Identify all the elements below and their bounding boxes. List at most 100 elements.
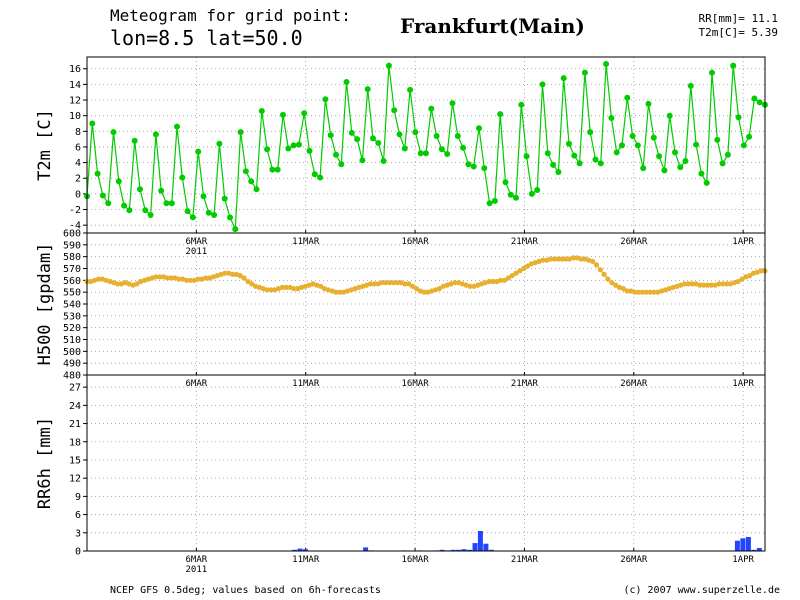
h500-point bbox=[628, 288, 634, 294]
h500-point bbox=[275, 286, 282, 292]
h500-point bbox=[651, 289, 657, 295]
h500-point bbox=[153, 274, 159, 280]
rr6h-xtick-label: 6MAR bbox=[186, 555, 208, 565]
rr6h-bar bbox=[751, 549, 757, 551]
t2m-point bbox=[714, 136, 721, 143]
h500-point bbox=[509, 273, 515, 279]
t2m-point bbox=[290, 142, 297, 149]
h500-point bbox=[747, 273, 753, 279]
rr6h-bar bbox=[745, 537, 751, 551]
t2m-point bbox=[539, 81, 546, 88]
t2m-point bbox=[724, 151, 731, 158]
h500-point bbox=[230, 271, 236, 277]
rr6h-xtick-label: 21MAR bbox=[511, 555, 539, 565]
h500-point bbox=[402, 281, 408, 287]
t2m-point bbox=[619, 142, 625, 149]
t2m-point bbox=[677, 164, 684, 171]
h500-point bbox=[540, 257, 546, 263]
h500-point bbox=[413, 286, 419, 292]
rr6h-xtick-label: 16MAR bbox=[402, 555, 430, 565]
h500-point bbox=[302, 283, 308, 289]
t2m-point bbox=[746, 133, 753, 140]
h500-point bbox=[364, 282, 370, 288]
header-grid-point: lon=8.5 lat=50.0 bbox=[110, 26, 303, 50]
rr6h-bar bbox=[461, 549, 467, 551]
t2m-point bbox=[560, 75, 567, 82]
h500-point bbox=[758, 268, 764, 274]
t2m-point bbox=[333, 151, 339, 158]
h500-point bbox=[593, 262, 600, 268]
t2m-point bbox=[476, 125, 482, 132]
t2m-point bbox=[502, 179, 509, 186]
h500-point bbox=[609, 280, 615, 286]
t2m-point bbox=[454, 133, 461, 139]
t2m-ytick-label: 8 bbox=[75, 127, 81, 138]
t2m-ytick-label: 14 bbox=[69, 80, 81, 91]
h500-ytick-label: 500 bbox=[63, 347, 81, 358]
rr6h-bar bbox=[483, 543, 489, 551]
h500-point bbox=[647, 289, 653, 295]
t2m-point bbox=[274, 166, 281, 173]
t2m-point bbox=[94, 170, 101, 177]
h500-point bbox=[291, 286, 297, 292]
h500-point bbox=[559, 256, 565, 262]
t2m-ytick-label: 16 bbox=[69, 64, 81, 75]
h500-ytick-label: 520 bbox=[63, 323, 81, 334]
t2m-point bbox=[121, 202, 128, 209]
t2m-ytick-label: 12 bbox=[69, 96, 81, 107]
rr6h-bar bbox=[734, 540, 740, 551]
h500-ylabel: H500 [gpdam] bbox=[35, 243, 55, 366]
t2m-point bbox=[158, 187, 165, 194]
h500-ytick-label: 580 bbox=[63, 252, 81, 263]
rr6h-bar bbox=[303, 549, 308, 551]
t2m-point bbox=[740, 142, 747, 149]
t2m-point bbox=[327, 132, 334, 139]
h500-point bbox=[578, 256, 584, 262]
h500-point bbox=[605, 276, 611, 282]
h500-point bbox=[555, 256, 561, 262]
h500-point bbox=[184, 277, 190, 283]
t2m-point bbox=[152, 131, 159, 138]
footer-source: NCEP GFS 0.5deg; values based on 6h-fore… bbox=[110, 585, 381, 596]
t2m-point bbox=[110, 129, 117, 136]
t2m-point bbox=[497, 111, 504, 118]
h500-point bbox=[517, 268, 523, 274]
h500-point bbox=[341, 289, 347, 295]
h500-point bbox=[682, 281, 688, 287]
h500-point bbox=[597, 267, 603, 273]
rr6h-bar bbox=[488, 549, 494, 551]
h500-point bbox=[498, 277, 504, 283]
t2m-point bbox=[232, 226, 239, 233]
rr6h-panel-frame bbox=[86, 374, 766, 552]
t2m-point bbox=[438, 146, 445, 153]
h500-point bbox=[379, 280, 385, 286]
t2m-point bbox=[295, 141, 302, 148]
h500-point bbox=[501, 277, 508, 283]
t2m-point bbox=[163, 200, 170, 207]
t2m-point bbox=[311, 171, 318, 178]
h500-point bbox=[410, 283, 416, 289]
rr6h-bar bbox=[439, 549, 445, 551]
h500-point bbox=[222, 270, 228, 276]
h500-point bbox=[486, 278, 492, 285]
h500-point bbox=[452, 280, 458, 286]
t2m-point bbox=[380, 158, 387, 164]
t2m-point bbox=[89, 120, 96, 127]
h500-point bbox=[88, 278, 94, 285]
h500-point bbox=[367, 281, 374, 287]
h500-point bbox=[678, 282, 684, 288]
t2m-point bbox=[687, 82, 694, 89]
t2m-point bbox=[385, 62, 392, 69]
h500-point bbox=[279, 284, 285, 290]
h500-point bbox=[716, 281, 722, 287]
h500-ytick-label: 560 bbox=[63, 276, 81, 287]
h500-point bbox=[754, 269, 760, 275]
rr6h-ytick-label: 18 bbox=[69, 437, 81, 448]
t2m-point bbox=[656, 153, 663, 160]
h500-point bbox=[567, 256, 573, 262]
t2m-point bbox=[142, 207, 149, 214]
t2m-point bbox=[449, 100, 456, 107]
t2m-point bbox=[412, 129, 419, 136]
rr6h-bar bbox=[467, 549, 472, 551]
